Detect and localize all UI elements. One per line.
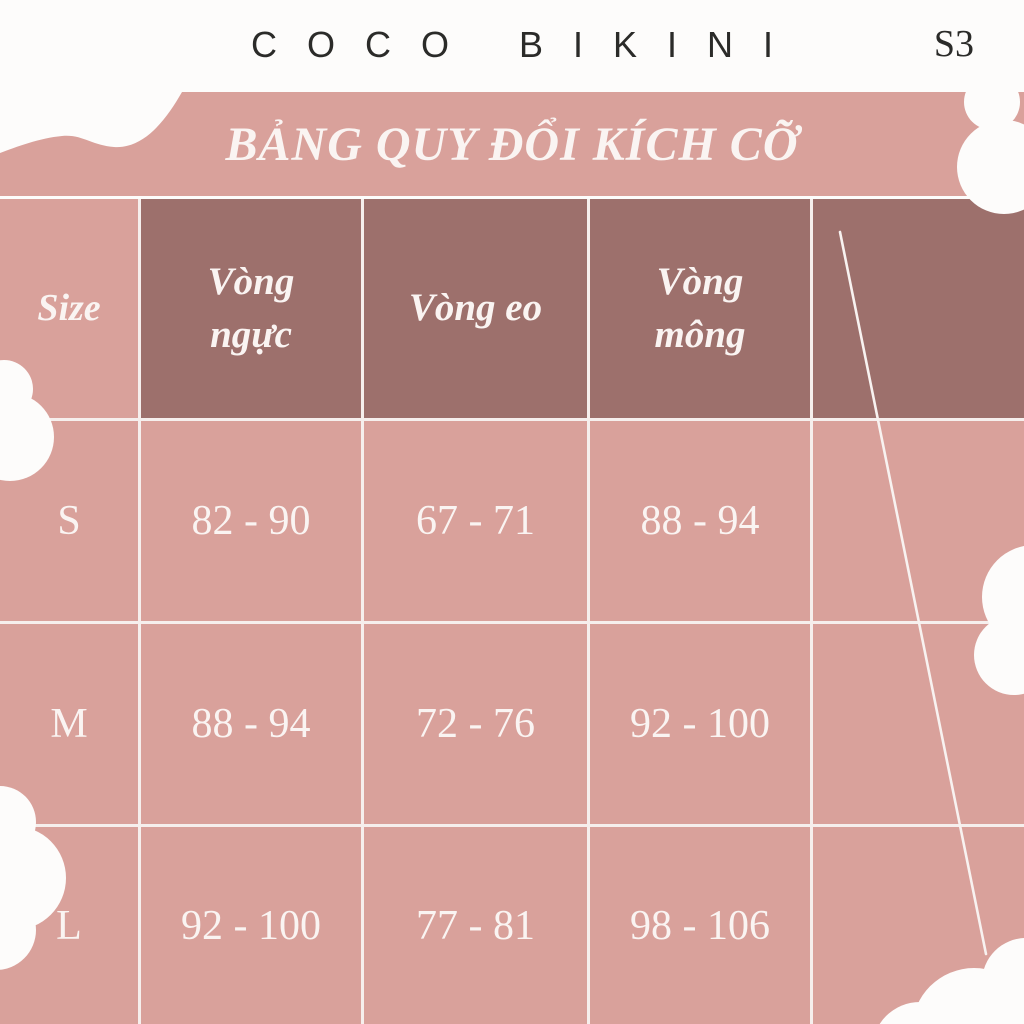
column-header-bust: Vòng ngực [141, 199, 361, 418]
hip-range-cell: 88 - 94 [590, 421, 810, 621]
waist-range-cell: 67 - 71 [364, 421, 587, 621]
column-header-bust-label: Vòng ngực [207, 259, 295, 356]
column-header-hip-label: Vòng mông [654, 259, 746, 356]
title-banner: BẢNG QUY ĐỔI KÍCH CỠ [0, 92, 1024, 196]
bust-range-cell: 92 - 100 [141, 827, 361, 1024]
hip-range-cell: 98 - 106 [590, 827, 810, 1024]
banner-title: BẢNG QUY ĐỔI KÍCH CỠ [225, 117, 799, 171]
column-header-size-label: Size [37, 286, 101, 329]
brand-header: COCO BIKINI S3 [0, 0, 1024, 92]
waist-range-cell: 72 - 76 [364, 624, 587, 824]
waist-range-cell: 77 - 81 [364, 827, 587, 1024]
column-header-hip: Vòng mông [590, 199, 810, 418]
column-header-waist: Vòng eo [364, 199, 587, 418]
product-code: S3 [933, 23, 974, 65]
cloud-decoration [872, 1002, 968, 1024]
brand-name: COCO BIKINI [250, 24, 804, 65]
size-cell: M [0, 624, 138, 824]
column-header-empty [813, 199, 1024, 418]
column-header-waist-label: Vòng eo [408, 286, 543, 330]
size-table: Size Vòng ngực Vòng eo Vòng mông S 82 - … [0, 199, 1024, 1024]
cloud-decoration [957, 120, 1024, 214]
hip-range-cell: 92 - 100 [590, 624, 810, 824]
bust-range-cell: 88 - 94 [141, 624, 361, 824]
bust-range-cell: 82 - 90 [141, 421, 361, 621]
